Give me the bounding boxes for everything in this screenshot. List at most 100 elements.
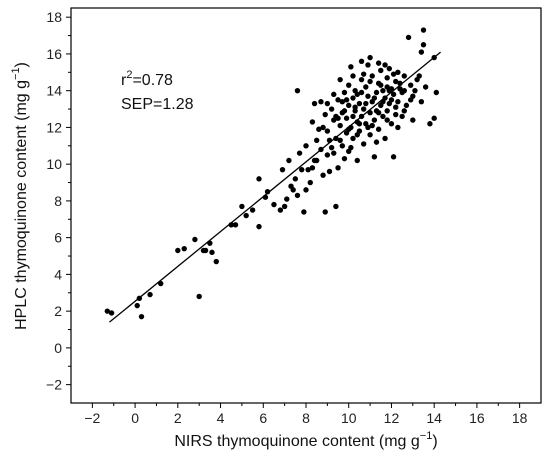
data-point [341, 155, 348, 162]
data-point [378, 82, 384, 88]
r2-annotation: r2=0.78 [121, 69, 173, 89]
x-tick-label: 10 [341, 410, 357, 426]
data-point [365, 62, 371, 68]
data-point [395, 69, 401, 76]
data-point [395, 124, 401, 131]
x-axis-title-sup: −1 [420, 430, 433, 442]
data-point [386, 65, 393, 72]
data-point [309, 165, 316, 171]
data-point [388, 121, 395, 127]
data-point [324, 100, 331, 107]
data-point [378, 67, 384, 74]
data-point [390, 71, 397, 77]
y-tick-label: 2 [54, 303, 62, 319]
data-point [239, 203, 245, 210]
data-point [410, 117, 416, 123]
data-point [213, 258, 219, 265]
data-point [324, 152, 331, 158]
x-tick-label: 18 [512, 410, 528, 426]
data-point [104, 308, 111, 314]
data-point [290, 187, 296, 193]
data-point [401, 108, 407, 114]
data-point [433, 89, 440, 96]
data-point [256, 223, 262, 230]
x-axis-title: NIRS thymoquinone content (mg g−1) [174, 430, 437, 450]
data-point [354, 91, 360, 98]
x-tick-label: 16 [469, 410, 485, 426]
data-point [356, 100, 363, 107]
data-point [281, 203, 288, 210]
data-point [360, 106, 367, 112]
data-point [147, 291, 153, 298]
data-point [303, 143, 309, 149]
y-tick-label: 6 [54, 230, 62, 246]
y-tick-label: 10 [46, 156, 62, 172]
data-point [416, 73, 422, 79]
data-point [138, 313, 145, 320]
data-point [286, 157, 292, 164]
data-point [367, 78, 373, 85]
data-point [375, 110, 382, 116]
data-point [384, 117, 390, 123]
y-axis-title-close: ) [13, 62, 30, 67]
data-point [294, 192, 301, 199]
data-point [418, 49, 425, 55]
y-tick-label: 14 [46, 83, 62, 99]
data-point [328, 106, 335, 112]
data-point [390, 154, 397, 160]
data-point [331, 150, 337, 156]
data-point [422, 84, 429, 90]
data-point [363, 84, 369, 90]
data-point [341, 89, 348, 96]
data-point [311, 100, 318, 107]
data-point [196, 293, 202, 300]
x-tick-label: −2 [84, 410, 100, 426]
y-tick-label: 18 [46, 9, 62, 25]
data-point [322, 209, 328, 215]
data-point [358, 58, 365, 64]
y-tick-label: −2 [46, 377, 62, 393]
data-point [384, 75, 390, 81]
data-point [277, 207, 284, 213]
data-point [354, 157, 360, 164]
data-point [346, 102, 352, 109]
x-tick-label: 6 [259, 410, 267, 426]
data-point [412, 87, 418, 94]
data-point [360, 141, 367, 147]
r2-superscript: 2 [126, 69, 132, 81]
data-point [360, 71, 367, 77]
data-point [350, 113, 356, 120]
data-point [420, 27, 427, 33]
data-point [427, 121, 433, 127]
data-point [292, 176, 299, 182]
data-point [418, 98, 425, 105]
data-point [256, 176, 262, 182]
data-point [388, 97, 395, 103]
regression-line [109, 51, 442, 323]
sep-annotation: SEP=1.28 [121, 96, 194, 113]
x-tick-label: 12 [384, 410, 400, 426]
data-point [202, 247, 209, 254]
data-point [403, 102, 410, 109]
y-axis-ticks: −2 0 2 4 6 8 10 12 14 16 18 [46, 9, 71, 393]
data-point [324, 128, 331, 134]
data-point [279, 166, 286, 173]
x-axis-ticks: −2 0 2 4 6 8 10 12 14 16 18 [84, 403, 528, 426]
x-tick-label: 4 [217, 410, 225, 426]
data-point [354, 132, 360, 138]
data-point [243, 212, 249, 219]
plot-border [70, 7, 542, 404]
data-point [335, 165, 341, 171]
data-point [380, 113, 386, 120]
data-point [320, 124, 326, 131]
data-point [348, 144, 354, 151]
data-point [407, 82, 414, 88]
data-point [337, 76, 343, 83]
y-axis-title: HPLC thymoquinone content (mg g−1) [10, 62, 30, 330]
data-point [356, 121, 363, 127]
r2-base: r [121, 72, 127, 89]
data-point [384, 108, 390, 114]
data-point [371, 154, 378, 160]
data-point [271, 201, 277, 208]
x-axis-title-close: ) [432, 433, 437, 450]
